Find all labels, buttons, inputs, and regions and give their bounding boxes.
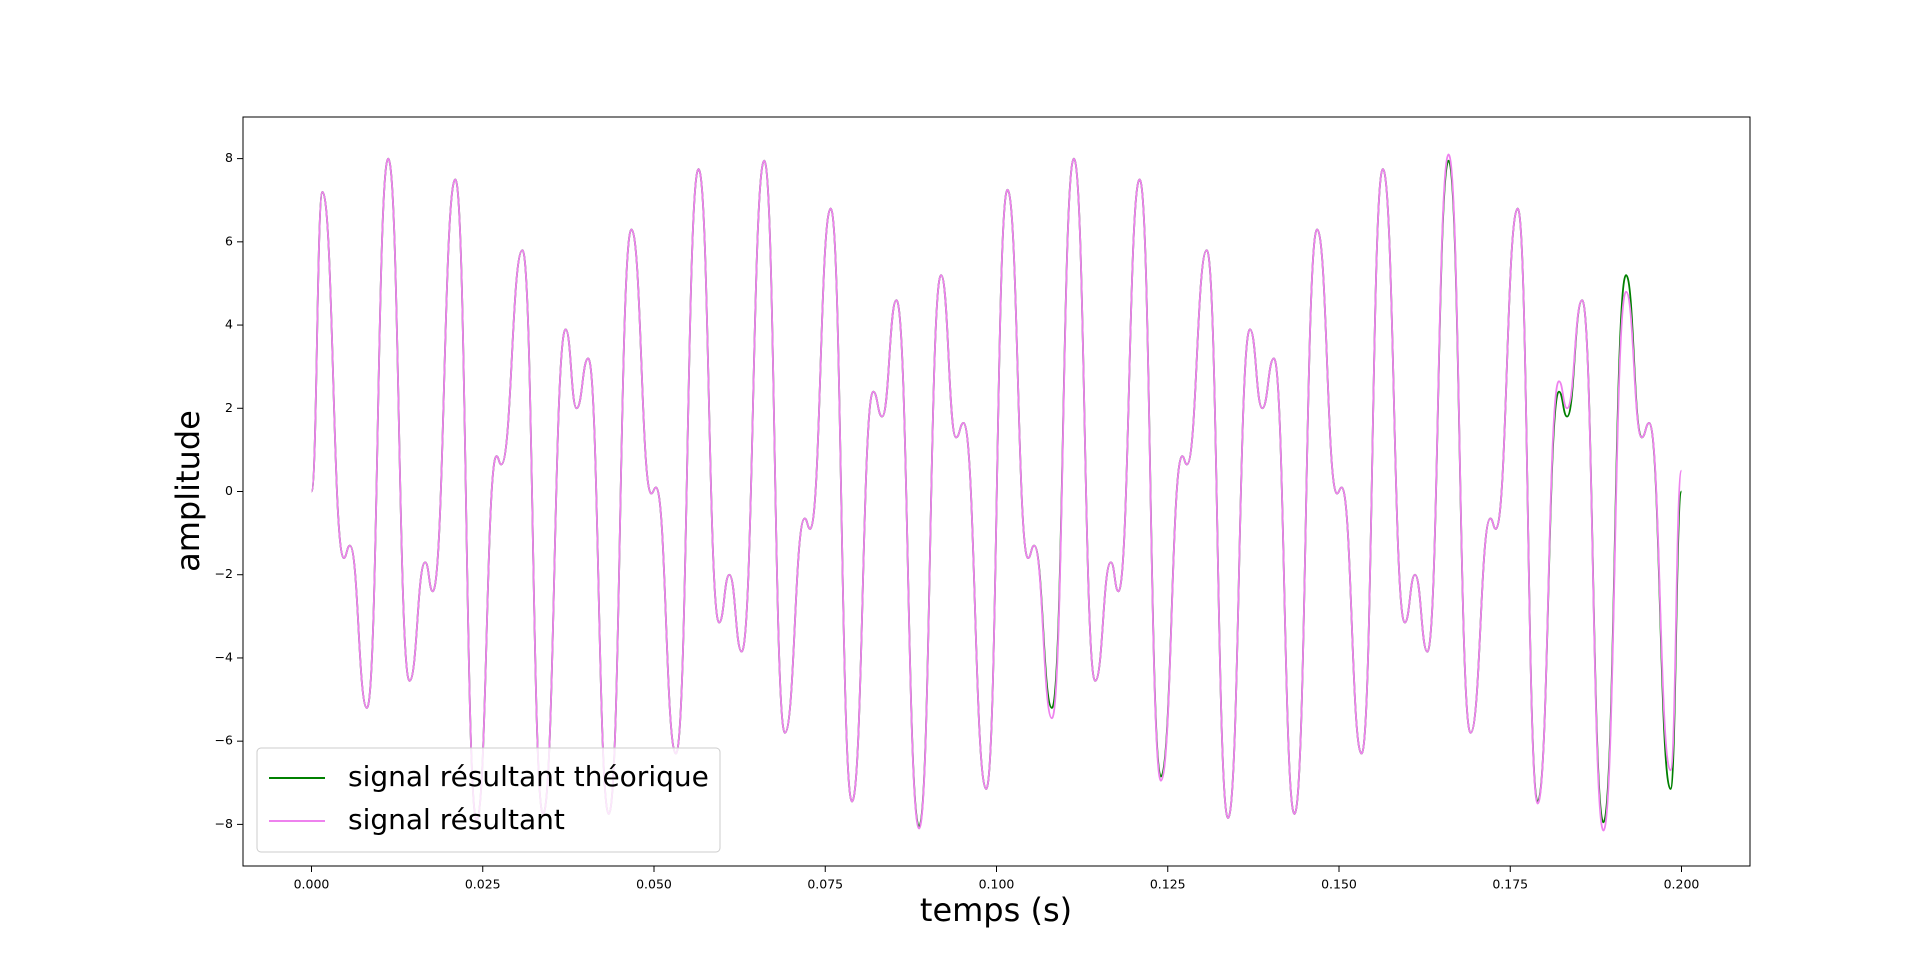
x-tick-label: 0.050 bbox=[636, 877, 672, 892]
x-tick-label: 0.150 bbox=[1321, 877, 1357, 892]
x-tick-label: 0.200 bbox=[1664, 877, 1700, 892]
legend: signal résultant théorique signal résulta… bbox=[256, 747, 721, 853]
x-tick-label: 0.100 bbox=[979, 877, 1015, 892]
x-tick-label: 0.025 bbox=[465, 877, 501, 892]
y-tick-label: 8 bbox=[225, 150, 233, 165]
y-tick-label: −6 bbox=[215, 733, 233, 748]
legend-box bbox=[256, 747, 721, 853]
y-axis-label: amplitude bbox=[169, 410, 207, 572]
y-tick-label: 6 bbox=[225, 233, 233, 248]
lines bbox=[310, 153, 1683, 832]
x-tick-label: 0.075 bbox=[807, 877, 843, 892]
legend-label: signal résultant bbox=[348, 803, 565, 836]
legend-label: signal résultant théorique bbox=[348, 760, 709, 793]
x-tick-label: 0.125 bbox=[1150, 877, 1186, 892]
y-tick-label: −2 bbox=[215, 566, 233, 581]
x-tick-label: 0.000 bbox=[294, 877, 330, 892]
x-axis-label: temps (s) bbox=[920, 891, 1072, 929]
y-tick-label: 2 bbox=[225, 400, 233, 415]
y-tick-label: −8 bbox=[215, 816, 233, 831]
series-line bbox=[310, 153, 1683, 832]
y-tick-label: 4 bbox=[225, 317, 233, 332]
x-tick-label: 0.175 bbox=[1492, 877, 1528, 892]
y-tick-label: 0 bbox=[225, 483, 233, 498]
y-tick-label: −4 bbox=[215, 649, 233, 664]
